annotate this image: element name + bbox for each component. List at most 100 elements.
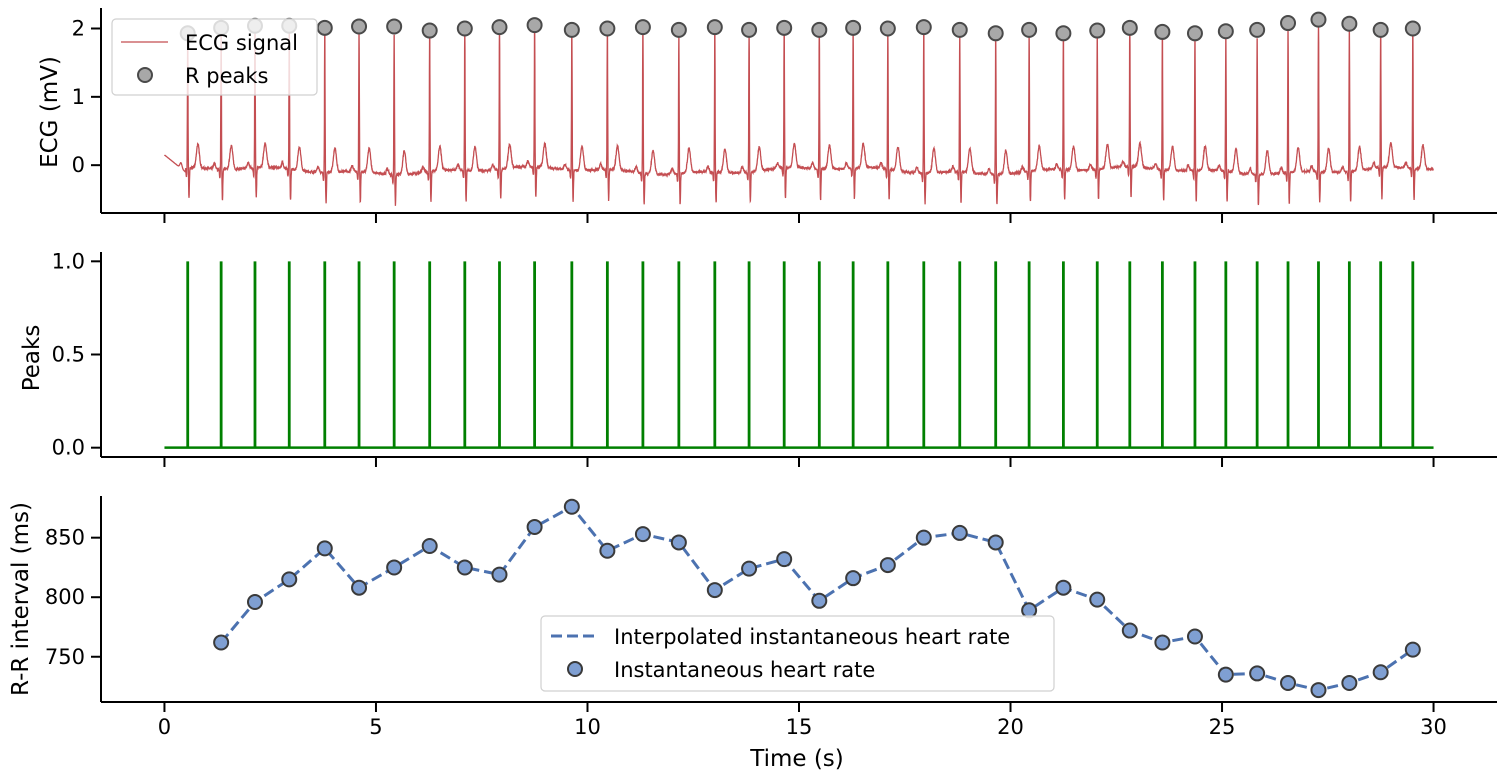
rr-interval-marker (213, 634, 230, 651)
r-peak-marker (421, 22, 438, 39)
rr-interval-marker (1217, 666, 1234, 683)
rr-interval-marker (987, 534, 1004, 551)
rr-legend: Interpolated instantaneous heart rate In… (540, 615, 1055, 692)
rr-interval-marker (1089, 591, 1106, 608)
r-peak-marker (706, 19, 723, 36)
rr-y-axis-label: R-R interval (ms) (8, 502, 34, 696)
rr-interval-marker (281, 571, 298, 588)
rr-interval-marker (599, 542, 616, 559)
rr-interval-marker (316, 540, 333, 557)
r-peak-marker (670, 21, 687, 38)
rr-x-tick-label: 30 (1420, 715, 1447, 739)
rr-interval-marker (670, 534, 687, 551)
rr-plot-area (213, 498, 1421, 699)
rr-y-tick-label: 800 (45, 585, 85, 609)
rr-x-tick-label: 5 (369, 715, 382, 739)
rr-interval-marker (845, 570, 862, 587)
rr-x-tick-label: 20 (997, 715, 1024, 739)
rr-interval-marker (1154, 634, 1171, 651)
rr-legend-frame (540, 615, 1055, 692)
rr-interval-marker (741, 560, 758, 577)
rr-interval-marker (1249, 665, 1266, 682)
rr-x-tick-label: 0 (158, 715, 171, 739)
rr-interval-marker (351, 579, 368, 596)
r-peak-marker (1186, 25, 1203, 42)
r-peak-marker (1121, 19, 1138, 36)
ecg-y-tick-label: 1 (72, 85, 85, 109)
peaks-y-tick-label: 1.0 (52, 249, 85, 273)
peaks-y-axis-label: Peaks (19, 325, 45, 392)
rr-x-axis-label: Time (s) (749, 746, 844, 772)
r-peak-marker (386, 18, 403, 35)
ecg-legend-marker-swatch (137, 67, 153, 83)
r-peak-marker (491, 19, 508, 36)
ecg-signal-line (163, 20, 1434, 206)
r-peak-marker (563, 21, 580, 38)
rr-interval-marker (491, 566, 508, 583)
rr-interval-marker (915, 529, 932, 546)
rr-interval-marker (1186, 628, 1203, 645)
panel-peaks: 0.0 0.5 1.0 Peaks (19, 249, 1497, 467)
peaks-y-tick-label: 0.5 (52, 343, 85, 367)
rr-interval-marker (1341, 674, 1358, 691)
rr-interval-marker (951, 524, 968, 541)
r-peak-marker (1310, 11, 1327, 28)
r-peak-marker (776, 19, 793, 36)
rr-interval-marker (246, 593, 263, 610)
r-peak-marker (634, 19, 651, 36)
rr-y-tick-label: 750 (45, 645, 85, 669)
rr-interval-marker (1055, 579, 1072, 596)
rr-interval-marker (1021, 602, 1038, 619)
r-peak-marker (526, 17, 543, 34)
r-peak-marker (1404, 20, 1421, 37)
panel-ecg: 0 1 2 ECG (mV) ECG signal R peaks (37, 8, 1497, 223)
ecg-y-axis-label: ECG (mV) (37, 56, 63, 168)
ecg-legend-frame (111, 18, 318, 96)
r-peak-marker (951, 21, 968, 38)
ecg-legend-entry-signal: ECG signal (185, 31, 298, 55)
rr-interval-marker (1310, 682, 1327, 699)
ecg-plot-area (163, 11, 1434, 206)
r-peak-marker (811, 21, 828, 38)
r-peak-marker (599, 20, 616, 37)
r-peak-marker (1372, 21, 1389, 38)
rr-x-tick-label: 15 (786, 715, 813, 739)
rr-interval-marker (634, 526, 651, 543)
rr-interval-marker (526, 518, 543, 535)
ecg-legend-entry-peaks: R peaks (185, 64, 269, 88)
rr-interval-marker (386, 559, 403, 576)
r-peak-marker (316, 19, 333, 36)
r-peak-marker (351, 18, 368, 35)
peaks-plot-area (164, 261, 1434, 449)
rr-interval-marker (563, 498, 580, 515)
r-peak-marker (1154, 23, 1171, 40)
r-peak-marker (456, 20, 473, 37)
r-peak-marker (741, 21, 758, 38)
ecg-legend: ECG signal R peaks (111, 18, 318, 96)
rr-x-tick-label: 10 (574, 715, 601, 739)
peaks-y-tick-label: 0.0 (52, 436, 85, 460)
r-peak-marker (845, 19, 862, 36)
r-peak-marker (915, 19, 932, 36)
rr-interval-marker (776, 551, 793, 568)
rr-legend-marker-swatch (567, 661, 583, 677)
rr-interval-marker (811, 592, 828, 609)
rr-interval-marker (1404, 641, 1421, 658)
rr-legend-entry-interpolated: Interpolated instantaneous heart rate (614, 625, 1010, 649)
rr-interval-marker (421, 538, 438, 555)
r-peak-marker (1055, 25, 1072, 42)
r-peak-marker (1280, 15, 1297, 32)
r-peak-marker (1217, 23, 1234, 40)
ecg-y-tick-label: 0 (72, 153, 85, 177)
rr-interval-marker (879, 557, 896, 574)
r-peak-marker (879, 20, 896, 37)
ecg-y-tick-label: 2 (72, 17, 85, 41)
r-peak-marker (1089, 22, 1106, 39)
r-peak-marker (1341, 15, 1358, 32)
r-peak-marker (1249, 21, 1266, 38)
r-peak-marker (1021, 21, 1038, 38)
rr-interval-marker (1280, 674, 1297, 691)
r-peak-marker (987, 25, 1004, 42)
